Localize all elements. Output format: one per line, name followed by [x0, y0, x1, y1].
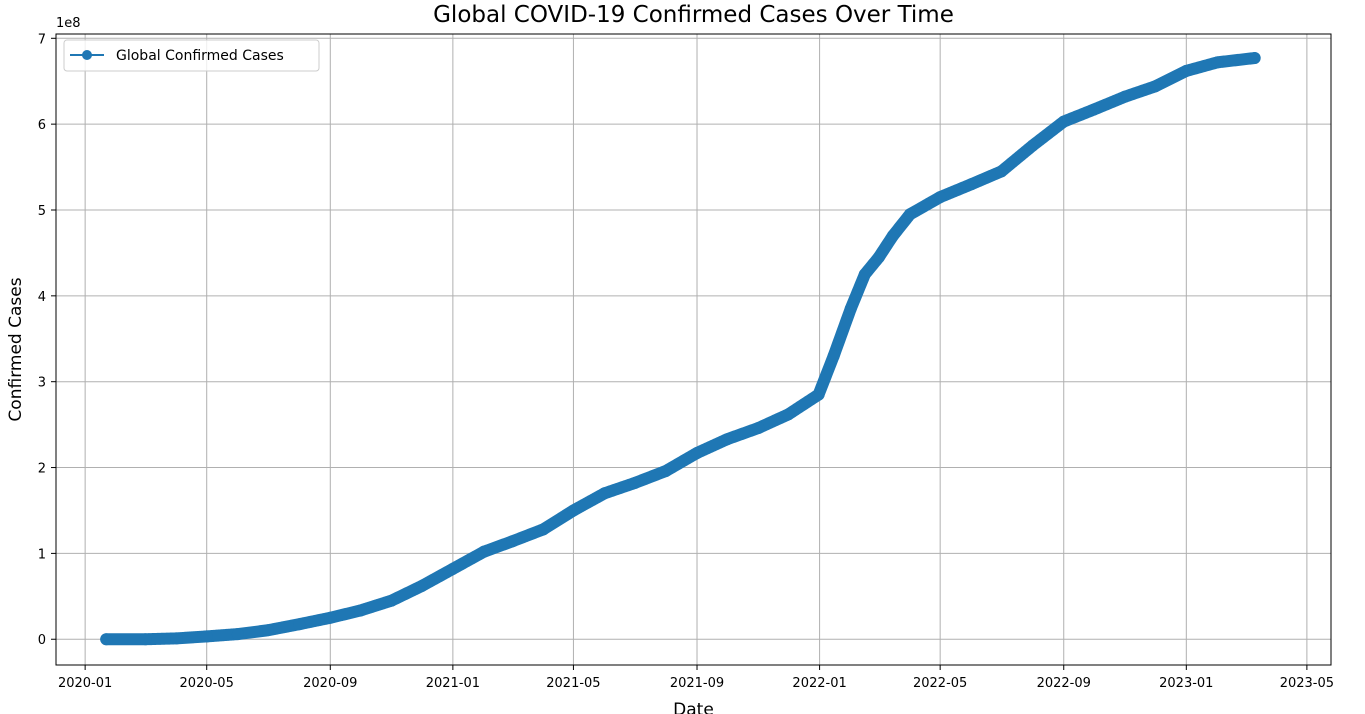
- x-tick-label: 2020-05: [180, 676, 234, 691]
- data-point: [965, 178, 978, 191]
- data-point: [1149, 80, 1162, 93]
- data-point: [446, 562, 459, 575]
- data-point: [1087, 103, 1100, 116]
- y-tick-label: 2: [38, 462, 46, 477]
- y-tick-label: 0: [38, 633, 46, 648]
- series-layer: [100, 52, 1261, 646]
- data-point: [904, 208, 917, 221]
- data-point: [934, 191, 947, 204]
- data-point: [1211, 56, 1224, 69]
- data-point: [1026, 139, 1039, 152]
- y-tick-label: 4: [38, 290, 46, 305]
- x-tick-label: 2021-01: [426, 676, 480, 691]
- data-point: [293, 618, 306, 631]
- data-point: [1248, 52, 1261, 65]
- data-point: [827, 349, 840, 362]
- x-tick-label: 2020-01: [58, 676, 112, 691]
- plot-frame: [55, 33, 1332, 666]
- y-tick-label: 3: [38, 376, 46, 391]
- data-point: [844, 302, 857, 315]
- data-point: [415, 580, 428, 593]
- data-point: [537, 523, 550, 536]
- legend-box: [63, 39, 320, 72]
- x-tick-label: 2022-01: [792, 676, 846, 691]
- x-tick-label: 2021-05: [546, 676, 600, 691]
- x-tick-label: 2022-09: [1037, 676, 1091, 691]
- data-point: [139, 633, 152, 646]
- data-point: [1119, 90, 1132, 103]
- x-tick-label: 2020-09: [303, 676, 357, 691]
- data-point: [858, 268, 871, 281]
- data-point: [354, 604, 367, 617]
- data-point: [478, 545, 491, 558]
- data-point: [752, 422, 765, 435]
- x-axis: 2020-01 2020-05 2020-09 2021-01 2021-05 2021-…: [58, 665, 1334, 691]
- x-tick-label: 2021-09: [670, 676, 724, 691]
- data-point: [782, 408, 795, 421]
- data-point: [1180, 64, 1193, 77]
- y-offset-label: 1e8: [56, 16, 81, 31]
- data-point: [200, 630, 213, 643]
- series-line: [100, 52, 1261, 646]
- data-point: [567, 504, 580, 517]
- data-point: [324, 611, 337, 624]
- legend-label: Global Confirmed Cases: [116, 48, 284, 64]
- x-tick-label: 2022-05: [913, 676, 967, 691]
- data-point: [872, 251, 885, 264]
- x-axis-label: Date: [673, 700, 714, 714]
- x-tick-label: 2023-01: [1159, 676, 1213, 691]
- y-tick-label: 6: [38, 118, 46, 133]
- data-point: [1057, 115, 1070, 128]
- data-point: [659, 464, 672, 477]
- grid: [56, 34, 1331, 665]
- data-point: [170, 632, 183, 645]
- y-axis: 0 1 2 3 4 5 6 7: [38, 32, 56, 648]
- y-tick-label: 1: [38, 547, 46, 562]
- y-tick-label: 5: [38, 204, 46, 219]
- data-point: [721, 433, 734, 446]
- series-markers: [100, 52, 1261, 646]
- chart-title: Global COVID-19 Confirmed Cases Over Tim…: [433, 2, 954, 28]
- data-point: [886, 229, 899, 242]
- data-point: [691, 446, 704, 459]
- data-point: [812, 388, 825, 401]
- data-point: [995, 165, 1008, 178]
- data-point: [628, 476, 641, 489]
- data-point: [598, 487, 611, 500]
- y-axis-label: Confirmed Cases: [6, 277, 26, 421]
- y-tick-label: 7: [38, 32, 46, 47]
- legend-marker-swatch: [82, 50, 92, 60]
- data-point: [100, 633, 113, 646]
- x-tick-label: 2023-05: [1280, 676, 1334, 691]
- data-point: [385, 594, 398, 607]
- data-point: [506, 535, 519, 548]
- legend: Global Confirmed Cases: [63, 39, 320, 72]
- data-point: [231, 628, 244, 641]
- data-point: [261, 624, 274, 637]
